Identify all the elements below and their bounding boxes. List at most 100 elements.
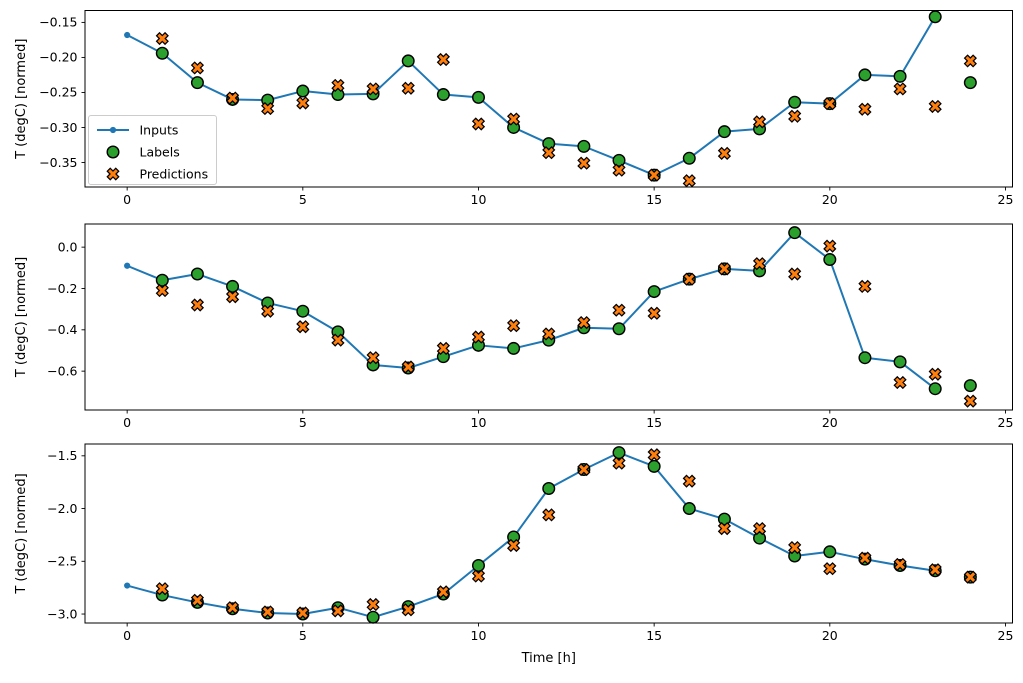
prediction-marker xyxy=(858,102,872,116)
x-tick-label: 10 xyxy=(471,192,487,207)
y-tick-label: −3.0 xyxy=(47,606,77,621)
y-tick-label: −0.30 xyxy=(39,120,77,135)
prediction-marker xyxy=(436,52,450,67)
label-marker xyxy=(788,95,802,109)
prediction-marker xyxy=(436,585,450,599)
prediction-marker xyxy=(366,597,380,612)
prediction-marker xyxy=(682,272,696,286)
label-marker xyxy=(717,512,731,526)
x-tick-label: 25 xyxy=(998,192,1014,207)
label-marker xyxy=(928,382,942,396)
prediction-marker xyxy=(261,101,275,116)
y-tick-label: −0.15 xyxy=(39,15,77,30)
input-point-marker xyxy=(124,31,131,39)
y-tick-label: −2.5 xyxy=(47,554,77,569)
y-tick-label: −2.0 xyxy=(47,501,77,516)
prediction-marker xyxy=(471,330,486,344)
prediction-marker xyxy=(542,146,556,160)
prediction-marker xyxy=(225,601,240,615)
legend-entry-predictions: Predictions xyxy=(106,167,209,182)
prediction-marker xyxy=(155,31,169,46)
prediction-marker xyxy=(225,290,240,304)
prediction-marker xyxy=(788,109,802,123)
label-marker xyxy=(858,68,872,82)
x-tick-label: 5 xyxy=(299,192,307,207)
input-point-marker xyxy=(124,262,131,269)
y-axis-label: T (degC) [normed] xyxy=(14,39,29,160)
label-marker xyxy=(717,125,731,139)
prediction-marker xyxy=(401,81,415,95)
label-marker xyxy=(893,355,907,369)
prediction-marker xyxy=(261,605,275,619)
y-tick-label: −0.6 xyxy=(47,363,77,378)
prediction-marker xyxy=(366,351,380,365)
prediction-marker xyxy=(612,163,626,177)
label-marker xyxy=(190,267,204,281)
axes-frame xyxy=(84,223,1013,411)
x-tick-label: 10 xyxy=(471,628,487,643)
label-marker xyxy=(682,151,696,165)
prediction-marker xyxy=(155,582,169,596)
legend-inputs-dot-sample xyxy=(109,126,117,134)
prediction-marker xyxy=(752,115,767,129)
prediction-marker xyxy=(788,267,802,281)
legend-predictions-marker-sample xyxy=(106,167,120,181)
prediction-marker xyxy=(296,320,310,334)
prediction-marker xyxy=(296,606,310,620)
label-marker xyxy=(788,226,802,240)
label-marker xyxy=(577,139,591,153)
prediction-marker xyxy=(682,174,696,188)
prediction-marker xyxy=(788,540,802,555)
input-point-marker xyxy=(124,582,131,589)
prediction-marker xyxy=(296,96,310,110)
label-marker xyxy=(823,545,837,559)
label-marker xyxy=(471,90,485,104)
legend-entry-label: Predictions xyxy=(140,167,209,182)
label-marker xyxy=(612,153,626,167)
label-marker xyxy=(647,459,661,473)
y-tick-label: −0.20 xyxy=(39,50,77,65)
prediction-marker xyxy=(963,54,977,68)
subplot-top: 0 5 10 15 20 25 −0.15 −0.20 −0.25 −0.30 −0.35 T (de… xyxy=(14,10,1014,207)
x-tick-label: 20 xyxy=(822,415,838,430)
y-tick-label: 0.0 xyxy=(58,239,78,254)
prediction-marker xyxy=(717,521,732,536)
label-marker xyxy=(296,84,310,98)
prediction-marker xyxy=(717,262,732,276)
x-axis-label: Time [h] xyxy=(521,651,576,666)
prediction-marker xyxy=(577,462,591,477)
legend: Inputs Labels Predictions xyxy=(88,115,217,185)
prediction-marker xyxy=(507,538,521,553)
legend-entry-label: Inputs xyxy=(140,123,179,138)
prediction-marker xyxy=(647,306,661,320)
y-tick-label: −0.35 xyxy=(39,155,77,170)
prediction-marker xyxy=(928,563,942,577)
prediction-marker xyxy=(717,146,732,160)
prediction-marker xyxy=(507,112,521,126)
prediction-marker xyxy=(612,456,626,470)
prediction-marker xyxy=(331,604,345,618)
legend-labels-marker-sample xyxy=(106,145,120,159)
y-tick-label: −1.5 xyxy=(47,448,77,463)
x-tick-label: 10 xyxy=(471,415,487,430)
prediction-marker xyxy=(963,570,977,584)
legend-entry-labels: Labels xyxy=(106,145,180,160)
prediction-marker xyxy=(858,551,872,565)
x-tick-label: 20 xyxy=(822,192,838,207)
label-marker xyxy=(401,54,415,68)
prediction-marker xyxy=(682,474,696,488)
label-marker xyxy=(155,46,169,60)
prediction-marker xyxy=(577,315,591,330)
label-marker xyxy=(366,610,380,624)
prediction-marker xyxy=(542,327,556,341)
x-tick-label: 15 xyxy=(646,415,662,430)
label-marker xyxy=(612,446,626,460)
prediction-marker xyxy=(647,168,661,182)
prediction-marker xyxy=(331,78,345,93)
prediction-marker xyxy=(577,156,591,170)
prediction-marker xyxy=(542,508,556,522)
label-marker xyxy=(296,304,310,318)
label-marker xyxy=(436,88,450,102)
prediction-marker xyxy=(190,61,205,75)
prediction-marker xyxy=(190,298,205,312)
